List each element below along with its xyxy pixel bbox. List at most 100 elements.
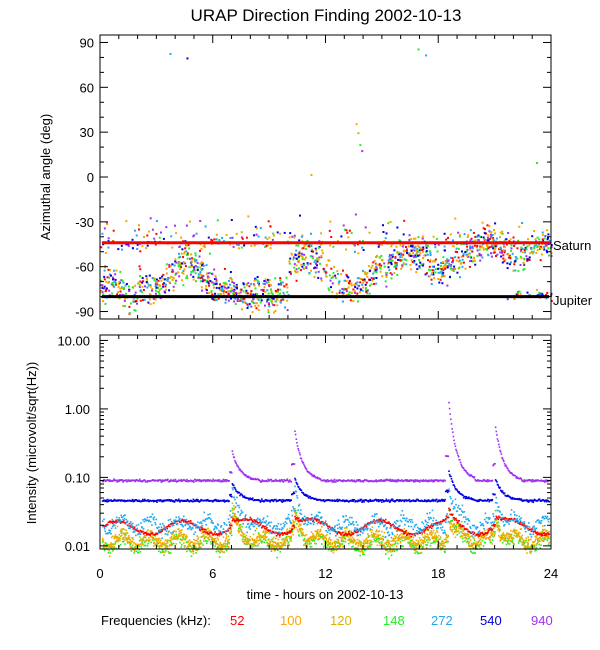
azimuth-point: [473, 260, 476, 262]
azimuth-point: [519, 255, 522, 258]
azimuth-point: [256, 276, 259, 278]
intensity-point: [411, 542, 414, 545]
intensity-point: [395, 545, 398, 548]
intensity-point: [165, 526, 167, 529]
azimuth-point: [207, 282, 210, 285]
azimuth-point: [546, 291, 549, 294]
intensity-point: [380, 520, 382, 522]
azimuth-point: [186, 277, 189, 280]
azimuth-point: [306, 239, 309, 242]
azimuth-point: [521, 222, 524, 224]
intensity-point: [128, 538, 130, 541]
azimuth-point: [346, 275, 349, 278]
intensity-point: [149, 536, 152, 538]
intensity-point: [423, 538, 426, 540]
intensity-point: [276, 549, 279, 552]
intensity-point: [336, 533, 338, 535]
intensity-point: [157, 537, 160, 540]
intensity-point: [132, 531, 135, 533]
intensity-point: [397, 542, 399, 545]
intensity-point: [245, 526, 248, 528]
intensity-point: [422, 542, 424, 544]
intensity-point: [496, 517, 499, 519]
intensity-point: [200, 536, 202, 538]
azimuth-point: [215, 282, 218, 285]
azimuth-point: [117, 291, 119, 293]
azimuth-point: [203, 279, 206, 282]
azimuth-point: [316, 264, 318, 267]
azimuth-point: [264, 236, 267, 239]
azimuth-point: [476, 235, 479, 238]
intensity-point: [337, 532, 339, 534]
azimuth-point: [530, 247, 533, 250]
intensity-point: [448, 521, 451, 524]
azimuth-point: [476, 238, 479, 241]
intensity-point: [290, 537, 292, 539]
azimuth-point: [260, 288, 263, 291]
intensity-point: [188, 520, 191, 523]
azimuth-point: [383, 265, 386, 268]
azimuth-point: [442, 273, 444, 276]
intensity-point: [312, 539, 314, 542]
azimuth-point: [380, 264, 383, 267]
azimuth-point: [251, 311, 254, 314]
azimuth-point: [422, 263, 425, 266]
azimuth-point: [417, 236, 420, 239]
azimuth-point: [373, 270, 376, 273]
azimuth-point: [151, 277, 154, 279]
intensity-point: [533, 545, 536, 548]
intensity-point: [467, 535, 469, 538]
azimuth-point: [342, 269, 344, 272]
azimuth-point: [482, 243, 485, 246]
intensity-point: [284, 539, 286, 542]
azimuth-point: [273, 311, 275, 314]
azimuth-point: [276, 290, 279, 293]
intensity-point: [233, 507, 236, 510]
intensity-point: [545, 533, 548, 536]
intensity-point: [257, 539, 260, 541]
intensity-point: [496, 525, 499, 528]
azimuth-point: [286, 299, 289, 302]
intensity-point: [186, 550, 188, 553]
intensity-point: [535, 531, 538, 534]
azimuth-point: [190, 261, 193, 264]
azimuth-point: [362, 249, 365, 251]
azimuth-point: [279, 301, 282, 304]
azimuth-point: [462, 253, 465, 255]
intensity-point: [365, 525, 368, 528]
intensity-point: [120, 532, 122, 534]
azimuth-point: [220, 285, 223, 288]
azimuth-point: [357, 252, 360, 255]
azimuth-point: [313, 261, 316, 264]
azimuth-point: [254, 304, 257, 307]
intensity-point: [243, 533, 246, 536]
azimuth-point: [113, 285, 116, 288]
intensity-point: [158, 526, 160, 528]
intensity-point: [522, 542, 524, 545]
intensity-point: [242, 533, 244, 535]
azimuth-point: [111, 276, 114, 279]
azimuth-point: [274, 310, 277, 312]
azimuth-point: [245, 289, 248, 292]
intensity-point: [334, 544, 336, 546]
intensity-point: [238, 530, 241, 532]
intensity-point: [423, 532, 426, 535]
azimuth-point: [486, 239, 489, 242]
intensity-point: [209, 518, 212, 520]
intensity-point: [195, 539, 198, 542]
azimuth-point: [390, 257, 393, 260]
azimuth-point: [142, 280, 145, 283]
intensity-point: [276, 532, 278, 534]
azimuth-point: [275, 298, 278, 300]
intensity-point: [149, 521, 152, 523]
intensity-point: [419, 545, 421, 547]
intensity-point: [326, 534, 328, 536]
azimuth-point: [119, 294, 121, 296]
intensity-point: [221, 551, 223, 553]
azimuth-point: [205, 272, 208, 275]
intensity-point: [169, 544, 172, 546]
intensity-point: [505, 543, 508, 546]
intensity-point: [158, 550, 160, 553]
intensity-point: [105, 532, 107, 535]
azimuth-point: [270, 290, 273, 293]
